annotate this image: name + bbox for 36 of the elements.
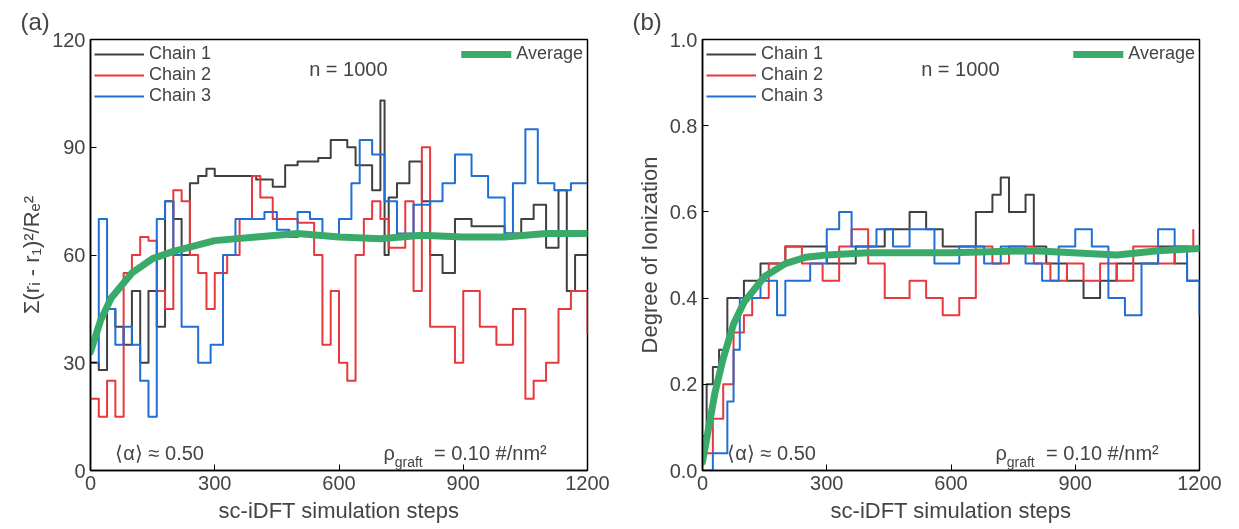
y-tick-label: 0.8 (669, 114, 698, 137)
x-axis-title: sc-iDFT simulation steps (218, 497, 460, 523)
x-axis-title: sc-iDFT simulation steps (830, 497, 1072, 523)
x-tick-label: 900 (446, 471, 480, 494)
y-tick-label: 60 (63, 244, 86, 266)
legend-label: Chain 1 (761, 43, 824, 64)
legend-label: Chain 3 (761, 85, 824, 106)
y-tick-label: 1.0 (669, 28, 698, 51)
y-tick-label: 30 (63, 351, 86, 374)
legend-label: Average (516, 43, 583, 64)
legend-label: Chain 1 (149, 43, 212, 64)
chart-title: (a) (20, 7, 50, 35)
annotation: n = 1000 (921, 58, 1000, 81)
y-tick-label: 0.2 (669, 373, 698, 396)
annotation: ⟨α⟩ ≈ 0.50 (115, 442, 204, 465)
x-tick-label: 1200 (565, 471, 610, 494)
y-axis-title: Σ(rᵢ - r₁)²/Rₑ² (19, 195, 45, 315)
y-axis-title: Degree of Ionization (636, 156, 662, 354)
annotation: n = 1000 (309, 58, 388, 81)
y-tick-label: 0.0 (669, 459, 698, 482)
legend-label: Average (1128, 43, 1195, 64)
x-tick-label: 300 (810, 471, 844, 494)
y-tick-label: 0.4 (669, 287, 698, 310)
chart-title: (b) (632, 7, 662, 35)
x-tick-label: 900 (1058, 471, 1092, 494)
legend-label: Chain 2 (149, 64, 212, 85)
legend-label: Chain 2 (761, 64, 824, 85)
x-tick-label: 1200 (1177, 471, 1222, 494)
annotation: ⟨α⟩ ≈ 0.50 (727, 442, 816, 465)
x-tick-label: 600 (322, 471, 356, 494)
y-tick-label: 120 (52, 28, 86, 51)
y-tick-label: 0.6 (669, 200, 698, 223)
x-tick-label: 300 (198, 471, 232, 494)
x-tick-label: 600 (934, 471, 968, 494)
legend-label: Chain 3 (149, 85, 212, 106)
y-tick-label: 90 (63, 136, 86, 159)
